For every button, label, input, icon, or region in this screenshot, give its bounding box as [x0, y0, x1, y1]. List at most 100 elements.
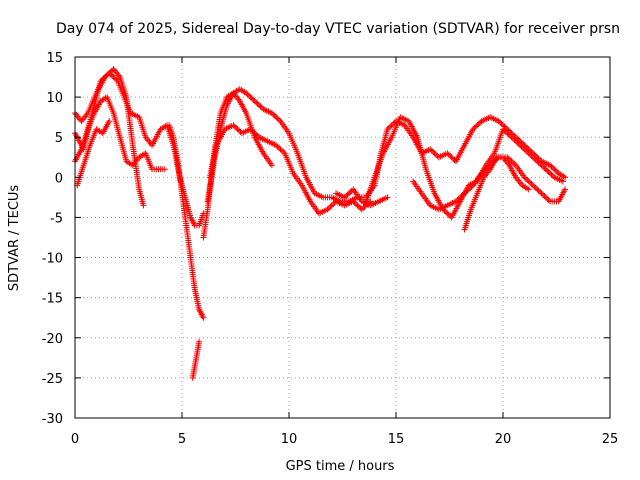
data-point	[525, 150, 532, 157]
chart-title: Day 074 of 2025, Sidereal Day-to-day VTE…	[56, 21, 620, 37]
grid-lines	[75, 57, 610, 418]
y-tick-label: 10	[46, 91, 63, 106]
data-point	[497, 119, 504, 126]
y-tick-label: -15	[42, 292, 63, 307]
data-point	[200, 314, 207, 321]
data-point	[344, 191, 351, 198]
data-point	[341, 194, 348, 201]
data-point	[521, 174, 528, 181]
data-point	[532, 156, 539, 163]
data-point	[505, 131, 512, 138]
data-point	[514, 139, 521, 146]
data-point	[508, 158, 515, 165]
data-point	[244, 91, 251, 98]
data-point	[254, 100, 261, 107]
data-point	[539, 163, 546, 170]
data-point	[531, 155, 538, 162]
data-point	[270, 111, 277, 118]
data-point	[268, 110, 275, 117]
y-tick-label: -10	[42, 252, 63, 267]
data-point	[353, 201, 360, 208]
data-point	[448, 154, 455, 161]
data-point	[532, 185, 539, 192]
data-point	[457, 194, 464, 201]
data-point	[534, 158, 541, 165]
data-point	[251, 98, 258, 105]
data-point	[101, 74, 108, 81]
data-point	[544, 195, 551, 202]
data-point	[345, 190, 352, 197]
data-point	[542, 194, 549, 201]
data-point	[110, 74, 117, 81]
data-point	[512, 138, 519, 145]
data-point	[247, 94, 254, 101]
series-track-f	[189, 338, 203, 381]
data-point	[507, 156, 514, 163]
data-point	[113, 76, 120, 83]
data-point	[103, 72, 110, 79]
data-point	[545, 168, 552, 175]
data-point	[236, 127, 243, 134]
data-point	[330, 201, 337, 208]
data-point	[248, 95, 255, 102]
data-point	[528, 181, 535, 188]
data-point	[501, 127, 508, 134]
data-point	[277, 146, 284, 153]
data-point	[328, 202, 335, 209]
data-point	[480, 168, 487, 175]
data-point	[522, 175, 529, 182]
x-axis-label: GPS time / hours	[286, 459, 395, 474]
data-point	[548, 171, 555, 178]
data-point	[231, 123, 238, 130]
data-point	[524, 148, 531, 155]
y-tick-label: 5	[55, 131, 63, 146]
data-point	[234, 126, 241, 133]
x-tick-label: 10	[281, 432, 298, 447]
data-point	[528, 152, 535, 159]
series-track-i	[200, 90, 275, 241]
data-point	[430, 148, 437, 155]
y-tick-label: 0	[55, 171, 63, 186]
x-tick-label: 5	[178, 432, 186, 447]
data-point	[343, 193, 350, 200]
data-point	[504, 130, 511, 137]
series-track-m	[333, 186, 391, 209]
series-track-l	[461, 154, 532, 233]
data-point	[468, 183, 475, 190]
data-point	[525, 178, 532, 185]
series-track-e	[166, 122, 207, 321]
data-point	[432, 151, 439, 158]
data-point	[442, 209, 449, 216]
data-point	[140, 202, 147, 209]
y-tick-label: -30	[42, 412, 63, 427]
y-tick-label: -5	[50, 211, 63, 226]
data-point	[474, 122, 481, 129]
data-point	[106, 70, 113, 77]
data-point	[233, 124, 240, 131]
data-point	[502, 128, 509, 135]
data-point	[524, 177, 531, 184]
data-point	[276, 116, 283, 123]
data-point	[274, 143, 281, 150]
data-point	[254, 132, 261, 139]
data-point	[324, 206, 331, 213]
data-point	[360, 205, 367, 212]
data-point	[276, 144, 283, 151]
data-point	[548, 163, 555, 170]
data-point	[549, 172, 556, 179]
data-point	[427, 146, 434, 153]
data-point	[521, 146, 528, 153]
data-point	[384, 126, 391, 133]
data-point	[250, 96, 257, 103]
data-point	[552, 167, 559, 174]
data-point	[542, 166, 549, 173]
data-point	[268, 162, 275, 169]
data-point	[541, 164, 548, 171]
data-point	[230, 122, 237, 129]
data-point	[529, 182, 536, 189]
data-point	[273, 114, 280, 121]
x-tick-label: 15	[388, 432, 405, 447]
data-point	[445, 211, 452, 218]
data-point	[522, 147, 529, 154]
